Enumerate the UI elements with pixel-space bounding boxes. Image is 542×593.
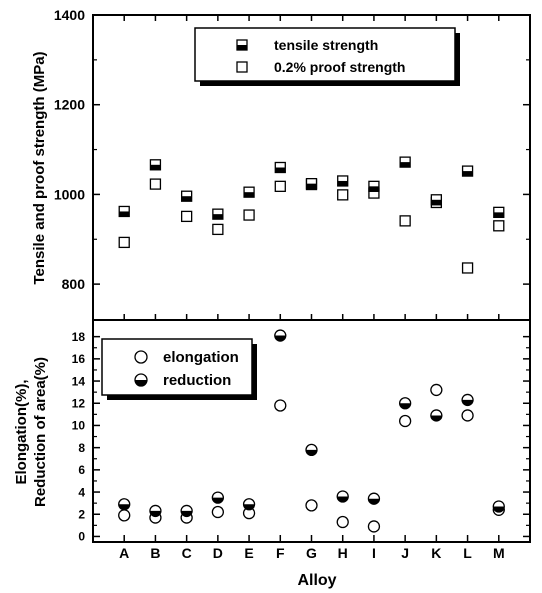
reduction-point	[274, 329, 287, 342]
reduction-point	[180, 504, 193, 518]
x-tick-label: I	[372, 545, 376, 561]
y-tick-label: 1200	[54, 97, 85, 113]
legend-reduction-marker	[134, 373, 148, 387]
tensile-strength-point	[399, 156, 411, 168]
tensile-strength-point	[305, 177, 318, 190]
proof-strength-point	[149, 178, 162, 190]
bottom-y-axis: 0 2 4 6 8 10 12 14 16 18	[72, 330, 530, 544]
elongation-point	[430, 383, 443, 397]
tensile-strength-point	[274, 161, 286, 174]
proof-strength-point	[493, 220, 505, 232]
reduction-point	[211, 491, 225, 504]
x-tick-label: E	[244, 545, 253, 561]
y-tick-label: 14	[72, 374, 86, 388]
y-tick-label: 12	[72, 396, 86, 410]
bottom-legend: elongation reduction	[101, 338, 257, 400]
elongation-point	[367, 520, 381, 533]
elongation-point	[118, 509, 131, 522]
x-tick-label: K	[431, 545, 441, 561]
tensile-strength-point	[337, 175, 349, 187]
reduction-point	[461, 393, 474, 407]
legend-tensile-marker	[236, 39, 248, 51]
tensile-strength-point	[118, 205, 130, 218]
reduction-point	[149, 504, 162, 518]
legend-elongation-label: elongation	[163, 349, 239, 366]
x-tick-label: J	[401, 545, 409, 561]
x-tick-label: A	[119, 545, 129, 561]
legend-tensile-label: tensile strength	[274, 37, 378, 53]
proof-strength-point	[399, 215, 411, 227]
reduction-point	[305, 443, 318, 457]
y-tick-label: 10	[72, 419, 86, 433]
reduction-point	[118, 498, 131, 511]
y-tick-label: 16	[72, 352, 86, 366]
y-tick-label: 0	[78, 530, 85, 544]
y-tick-label: 1400	[54, 7, 85, 23]
x-tick-label: F	[276, 545, 285, 561]
reduction-point	[242, 498, 256, 511]
reduction-point	[336, 490, 349, 503]
legend-proof-label: 0.2% proof strength	[274, 59, 405, 75]
reduction-point	[492, 500, 505, 513]
reduction-point	[367, 492, 381, 505]
legend-elongation-marker	[134, 350, 148, 364]
x-tick-label: D	[213, 545, 223, 561]
tensile-strength-point	[430, 194, 443, 206]
proof-strength-point	[212, 223, 224, 236]
top-data-marks	[118, 156, 505, 274]
elongation-point	[274, 399, 287, 412]
reduction-point	[398, 397, 412, 410]
x-tick-label: M	[493, 545, 505, 561]
elongation-point	[305, 499, 318, 512]
top-legend: tensile strength 0.2% proof strength	[194, 27, 460, 86]
elongation-point	[398, 414, 412, 428]
tensile-strength-point	[493, 206, 505, 219]
y-tick-label: 6	[78, 463, 85, 477]
proof-strength-point	[461, 262, 474, 274]
tensile-strength-point	[149, 159, 162, 171]
x-tick-label: L	[463, 545, 472, 561]
x-tick-label: G	[306, 545, 317, 561]
x-axis-label: Alloy	[297, 572, 336, 589]
x-tick-label: C	[182, 545, 192, 561]
reduction-point	[430, 409, 443, 422]
y-tick-label: 800	[62, 276, 86, 292]
x-axis: A B C D E F G H I J K L M	[119, 15, 505, 561]
y-tick-label: 8	[78, 441, 85, 455]
proof-strength-point	[337, 189, 349, 201]
bottom-data-marks	[118, 329, 505, 533]
y-tick-label: 4	[78, 485, 85, 499]
y-tick-label: 2	[78, 507, 85, 521]
proof-strength-point	[243, 209, 255, 221]
elongation-point	[461, 409, 474, 422]
y-tick-label: 1000	[54, 186, 85, 202]
elongation-point	[211, 505, 225, 519]
tensile-strength-point	[243, 186, 255, 198]
elongation-point	[336, 515, 349, 529]
tensile-strength-point	[368, 180, 380, 192]
bottom-y-axis-label-line1: Elongation(%),	[13, 380, 30, 485]
tensile-strength-point	[180, 190, 193, 202]
top-y-axis: 800 1000 1200 1400	[54, 7, 530, 292]
legend-proof-marker	[236, 61, 248, 73]
proof-strength-point	[274, 180, 286, 192]
y-tick-label: 18	[72, 330, 86, 344]
tensile-strength-point	[461, 165, 474, 177]
x-tick-label: H	[338, 545, 348, 561]
top-y-axis-label: Tensile and proof strength (MPa)	[31, 51, 48, 284]
bottom-y-axis-label-line2: Reduction of area(%)	[32, 357, 49, 507]
proof-strength-point	[180, 210, 193, 223]
proof-strength-point	[118, 236, 130, 249]
x-tick-label: B	[150, 545, 160, 561]
tensile-strength-point	[212, 208, 224, 220]
legend-reduction-label: reduction	[163, 372, 231, 389]
